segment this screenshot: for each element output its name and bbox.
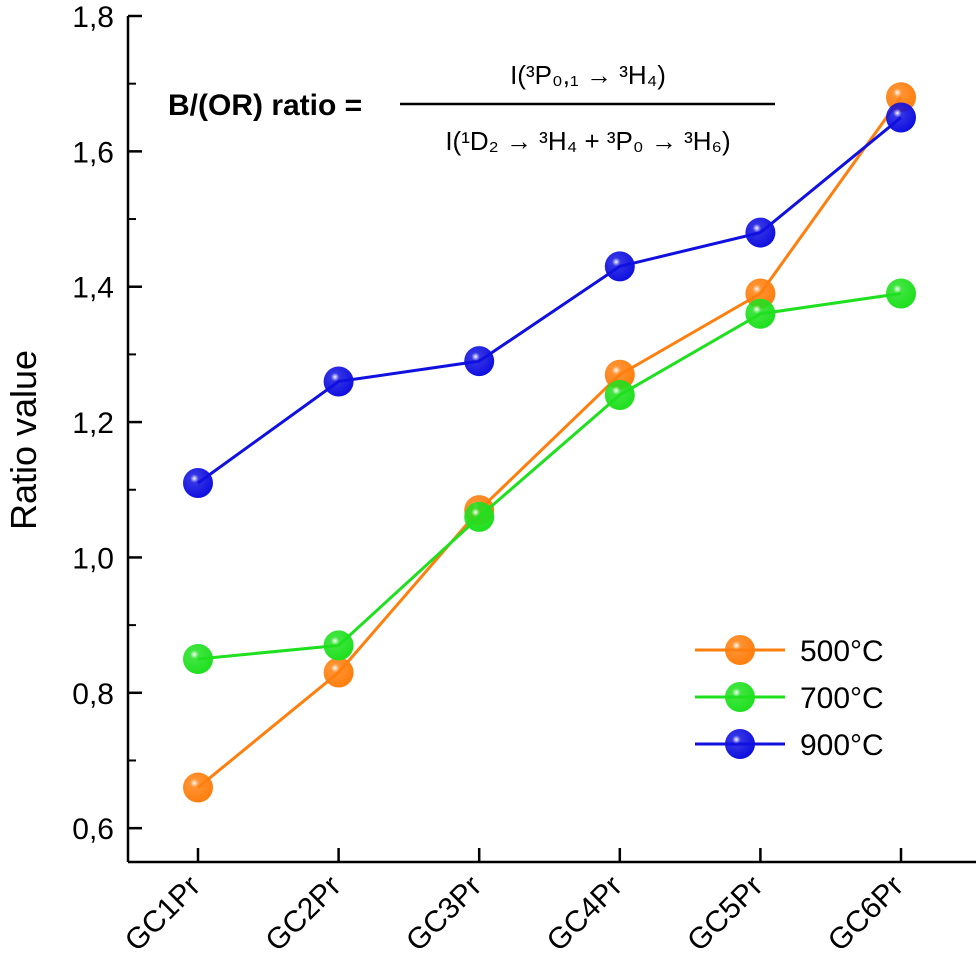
legend-marker xyxy=(725,729,755,759)
series-layer xyxy=(183,82,916,803)
data-point xyxy=(323,366,354,397)
y-tick-label: 1,2 xyxy=(72,407,114,440)
series-line xyxy=(197,96,903,789)
y-tick-label: 0,6 xyxy=(72,813,114,846)
x-tick-label: GC6Pr xyxy=(822,870,910,958)
legend-label: 900°C xyxy=(800,729,884,762)
series-line xyxy=(197,292,902,661)
series-1 xyxy=(183,278,916,674)
data-point xyxy=(464,501,495,532)
y-tick-label: 1,0 xyxy=(72,542,114,575)
formula-denominator: I(¹D₂ → ³H₄ + ³P₀ → ³H₆) xyxy=(445,126,730,156)
y-ticks: 0,6 0,8 1,0 1,2 1,4 1,6 1,8 xyxy=(72,1,142,846)
x-tick-label: GC5Pr xyxy=(681,870,769,958)
legend: 500°C 700°C 900°C xyxy=(695,635,884,762)
x-tick-label: GC4Pr xyxy=(541,870,629,958)
data-point xyxy=(323,657,354,688)
legend-marker xyxy=(725,635,755,665)
data-point xyxy=(183,772,213,803)
data-point xyxy=(886,102,916,133)
formula-lhs: B/(OR) ratio = xyxy=(168,89,362,122)
x-tick-label: GC3Pr xyxy=(400,870,488,958)
data-point xyxy=(604,251,635,282)
x-tick-label: GC1Pr xyxy=(119,870,207,958)
legend-item: 900°C xyxy=(695,729,884,762)
data-point xyxy=(183,643,213,674)
y-axis-title: Ratio value xyxy=(3,350,44,530)
data-point xyxy=(604,380,635,411)
data-point xyxy=(745,298,776,329)
y-tick-label: 1,6 xyxy=(72,136,114,169)
x-ticks: GC1Pr GC2Pr GC3Pr GC4Pr GC5Pr GC6Pr xyxy=(119,848,910,958)
y-tick-label: 0,8 xyxy=(72,678,114,711)
data-point xyxy=(323,630,354,661)
data-point xyxy=(464,346,495,377)
legend-label: 700°C xyxy=(800,682,884,715)
series-2 xyxy=(183,102,916,498)
legend-item: 500°C xyxy=(695,635,884,668)
formula-numerator: I(³P₀,₁ → ³H₄) xyxy=(510,60,666,90)
data-point xyxy=(745,217,776,248)
legend-item: 700°C xyxy=(695,682,884,715)
formula-annotation: B/(OR) ratio = I(³P₀,₁ → ³H₄) I(¹D₂ → ³H… xyxy=(168,60,775,156)
x-tick-label: GC2Pr xyxy=(259,870,347,958)
axes xyxy=(126,16,976,864)
y-tick-label: 1,4 xyxy=(72,272,114,305)
legend-marker xyxy=(725,682,755,712)
data-point xyxy=(183,467,213,498)
data-point xyxy=(886,278,916,309)
legend-label: 500°C xyxy=(800,635,884,668)
y-tick-label: 1,8 xyxy=(72,1,114,34)
series-line xyxy=(197,116,902,485)
